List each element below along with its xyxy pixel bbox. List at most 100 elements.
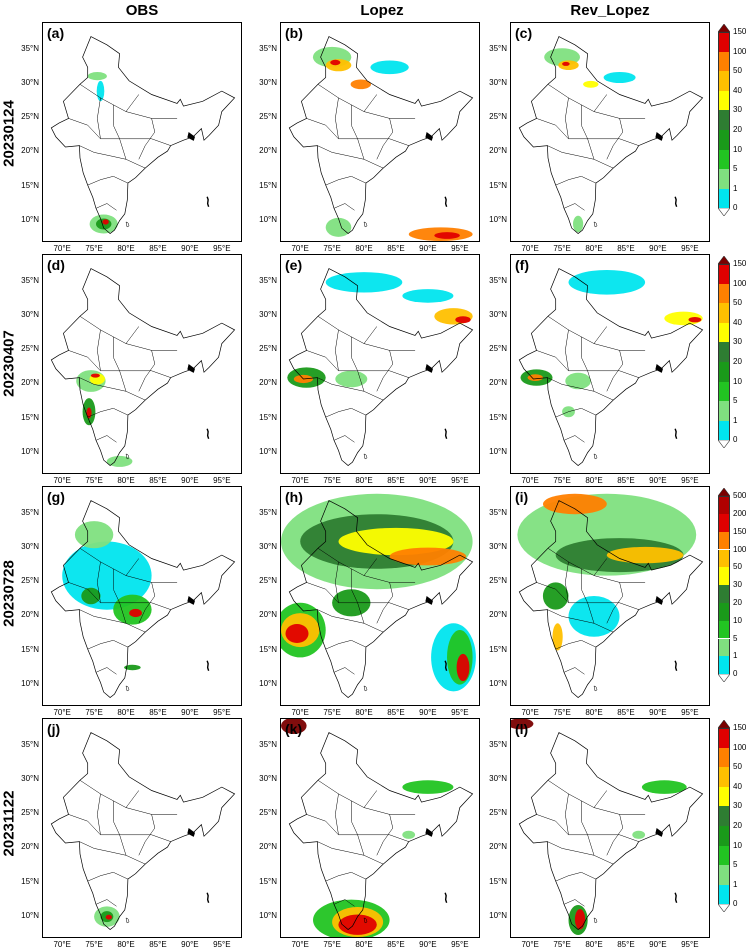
colorbar-label-1-9: 0 — [733, 203, 738, 213]
precip-area-a-3 — [87, 72, 107, 81]
panel-label-b: (b) — [285, 25, 303, 41]
lon-tick-e-5: 95°E — [451, 476, 469, 485]
lon-tick-i-5: 95°E — [681, 708, 699, 717]
colorbar-label-1-3: 40 — [733, 85, 742, 95]
state-boundary-l-1 — [536, 814, 639, 842]
state-boundary-j-5 — [113, 800, 127, 856]
precip-area-c-5 — [573, 215, 584, 233]
lat-tick-j-4: 15°N — [21, 876, 39, 886]
map-panel-b: (b) — [280, 22, 480, 242]
lat-tick-k-1: 30°N — [259, 774, 277, 784]
lat-tick-a-0: 35°N — [21, 44, 39, 54]
lon-tick-a-0: 70°E — [53, 244, 71, 253]
lon-tick-c-1: 75°E — [553, 244, 571, 253]
state-boundary-b-4 — [333, 203, 355, 211]
state-boundary-g-4 — [95, 667, 117, 675]
state-boundary-l-5 — [581, 800, 595, 856]
state-boundary-d-1 — [68, 350, 171, 378]
state-boundary-g-6 — [138, 582, 156, 624]
lat-tick-a-4: 15°N — [21, 180, 39, 190]
state-boundary-b-6 — [376, 118, 394, 160]
state-boundary-l-6 — [606, 814, 624, 856]
precip-area-b-2 — [330, 59, 341, 66]
lat-tick-f-1: 30°N — [489, 310, 507, 320]
lat-tick-f-3: 20°N — [489, 378, 507, 388]
lon-tick-g-2: 80°E — [117, 708, 135, 717]
precip-area-c-2 — [562, 61, 570, 66]
state-boundary-f-4 — [563, 435, 585, 443]
precip-area-k-5 — [402, 830, 416, 839]
lon-tick-c-2: 80°E — [585, 244, 603, 253]
state-boundary-g-8 — [125, 558, 140, 576]
map-panel-i: (i) — [510, 486, 710, 706]
lat-tick-a-2: 25°N — [21, 112, 39, 122]
colorbar-seg-1-1 — [718, 51, 730, 72]
lon-tick-e-0: 70°E — [291, 476, 309, 485]
lat-tick-f-5: 10°N — [489, 446, 507, 456]
state-boundary-d-6 — [138, 350, 156, 392]
lat-tick-a-3: 20°N — [21, 146, 39, 156]
state-boundary-e-7 — [335, 329, 339, 371]
colorbar-label-4-0: 150 — [733, 723, 747, 732]
sri-lanka-c — [593, 221, 598, 228]
colorbar-label-3-0: 500 — [733, 491, 747, 500]
panel-label-e: (e) — [285, 257, 303, 273]
colorbar-max-triangle-1 — [718, 24, 730, 32]
colorbar-seg-2-0 — [718, 264, 730, 284]
precip-area-e-5 — [455, 316, 471, 324]
lat-tick-b-5: 10°N — [259, 214, 277, 224]
sri-lanka-h — [363, 685, 368, 692]
lat-tick-b-1: 30°N — [259, 78, 277, 88]
state-boundary-h-2 — [317, 609, 384, 633]
precip-area-e-2 — [335, 370, 368, 388]
state-boundary-i-7 — [565, 561, 569, 603]
lat-tick-l-1: 30°N — [489, 774, 507, 784]
colorbar-seg-1-6 — [718, 149, 730, 170]
bhutan-bangla-mark-c — [655, 132, 664, 141]
bhutan-bangla-mark-j — [187, 828, 196, 837]
colorbar-label-4-4: 30 — [733, 801, 742, 811]
colorbar-max-triangle-4 — [718, 720, 730, 728]
state-boundary-g-3 — [87, 640, 129, 650]
state-boundary-g-0 — [79, 548, 178, 583]
colorbar-2 — [718, 256, 730, 460]
colorbar-seg-1-5 — [718, 130, 730, 150]
state-boundary-j-4 — [95, 899, 117, 907]
state-boundary-c-8 — [593, 94, 608, 112]
precip-area-g-3 — [81, 587, 101, 605]
state-boundary-c-6 — [606, 118, 624, 160]
precip-area-k-2 — [338, 914, 377, 935]
state-boundary-i-3 — [555, 640, 597, 650]
colorbar-seg-3-1 — [718, 513, 730, 532]
map-panel-a: (a) — [42, 22, 242, 242]
state-boundary-h-1 — [306, 582, 409, 610]
colorbar-label-1-4: 30 — [733, 105, 742, 115]
state-boundary-l-2 — [547, 841, 614, 865]
state-boundary-h-6 — [376, 582, 394, 624]
lon-tick-g-4: 90°E — [181, 708, 199, 717]
colorbar-label-3-1: 200 — [733, 508, 747, 518]
lat-tick-c-3: 20°N — [489, 146, 507, 156]
lat-tick-b-3: 20°N — [259, 146, 277, 156]
islands-i — [674, 660, 678, 671]
state-boundary-f-8 — [593, 326, 608, 344]
lon-tick-b-5: 95°E — [451, 244, 469, 253]
lat-tick-k-5: 10°N — [259, 910, 277, 920]
state-boundary-f-7 — [565, 329, 569, 371]
lon-tick-h-1: 75°E — [323, 708, 341, 717]
precip-area-l-1 — [574, 909, 586, 930]
colorbar-seg-4-4 — [718, 806, 730, 826]
panel-label-d: (d) — [47, 257, 65, 273]
precip-area-h-6 — [285, 624, 309, 643]
precip-area-g-2 — [129, 608, 142, 618]
lon-tick-f-1: 75°E — [553, 476, 571, 485]
lat-tick-k-3: 20°N — [259, 842, 277, 852]
precip-area-i-2 — [606, 546, 684, 564]
lat-tick-c-0: 35°N — [489, 44, 507, 54]
state-boundary-a-1 — [68, 118, 171, 146]
colorbar-4 — [718, 720, 730, 924]
lat-tick-k-0: 35°N — [259, 740, 277, 750]
state-boundary-a-4 — [95, 203, 117, 211]
state-boundary-e-2 — [317, 377, 384, 401]
colorbar-1 — [718, 24, 730, 228]
